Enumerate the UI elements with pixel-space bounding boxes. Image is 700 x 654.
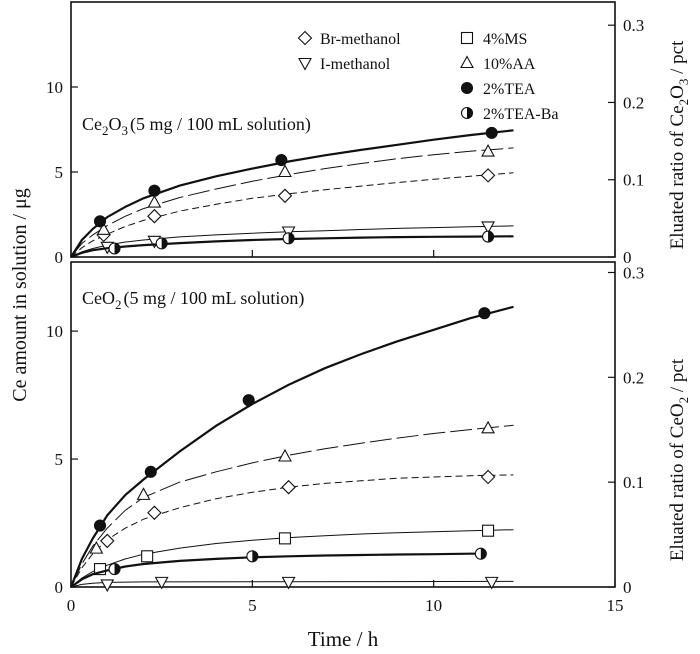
data-point-4-ms — [278, 532, 292, 545]
data-point-2-tea — [144, 465, 157, 478]
data-point-br-methanol — [480, 168, 496, 183]
legend-marker-diamond — [297, 30, 313, 46]
y-tick-label: 10 — [46, 322, 63, 341]
data-point-2-tea-ba — [108, 242, 121, 255]
x-tick-label: 10 — [425, 596, 442, 615]
data-point-2-tea — [148, 184, 161, 197]
top-panel-annotation: Ce2O3 (5 mg / 100 mL solution) — [82, 114, 311, 138]
y-tick-label: 5 — [55, 450, 64, 469]
data-point-10-aa — [278, 448, 292, 462]
y-tick-label: 10 — [46, 78, 63, 97]
data-point-2-tea-ba — [246, 550, 259, 563]
right-y-tick-label: 0 — [623, 578, 632, 597]
data-point-2-tea — [275, 154, 288, 167]
data-point-i-methanol — [100, 579, 115, 593]
x-tick-label: 15 — [607, 596, 624, 615]
legend-marker-half-circle — [460, 106, 474, 120]
series-line-2-tea-ba — [70, 552, 485, 588]
data-point-10-aa — [278, 164, 292, 178]
data-point-br-methanol — [99, 533, 115, 549]
legend-label: 10%AA — [483, 56, 536, 73]
data-point-br-methanol — [480, 469, 496, 485]
data-point-10-aa — [147, 194, 162, 208]
data-point-2-tea-ba — [474, 547, 487, 560]
data-point-2-tea-ba — [108, 563, 121, 576]
legend-marker-filled-circle — [460, 81, 474, 95]
data-point-br-methanol — [277, 188, 293, 204]
data-point-4-ms — [93, 563, 107, 576]
x-tick-label: 0 — [67, 596, 76, 615]
series-line-i-methanol — [70, 580, 514, 588]
data-point-br-methanol — [281, 479, 296, 495]
data-point-10-aa — [89, 540, 104, 554]
right-y-tick-label: 0.3 — [623, 16, 644, 35]
series-line-br-methanol — [70, 172, 514, 258]
series-line-2-tea-ba — [70, 235, 514, 259]
data-point-2-tea-ba — [155, 237, 168, 250]
legend-marker-square — [460, 31, 474, 45]
legend: Br-methanol I-methanol 4%MS 10%AA 2%TEA … — [297, 30, 559, 123]
right-y-tick-label: 0.2 — [623, 93, 644, 112]
data-point-br-methanol — [147, 505, 162, 521]
data-point-4-ms — [482, 524, 495, 537]
data-point-10-aa — [481, 420, 495, 434]
legend-item-4ms: 4%MS — [460, 31, 527, 48]
x-axis-label: Time / h — [308, 627, 379, 651]
legend-label: 2%TEA — [483, 81, 536, 98]
data-point-i-methanol — [481, 221, 495, 235]
right-y-tick-label: 0.1 — [623, 171, 644, 190]
top-panel-frame — [70, 1, 616, 258]
legend-item-2tea-ba: 2%TEA-Ba — [460, 106, 559, 123]
bottom-panel-annotation: CeO2 (5 mg / 100 mL solution) — [82, 288, 304, 312]
legend-label: 4%MS — [483, 31, 527, 48]
data-point-2-tea — [93, 215, 107, 228]
right-y-tick-label: 0.3 — [623, 263, 644, 282]
right-y-tick-label: 0.2 — [623, 368, 644, 387]
legend-item-i-methanol: I-methanol — [298, 56, 391, 73]
data-point-i-methanol — [154, 576, 169, 590]
data-point-10-aa — [481, 143, 495, 157]
y-axis-label: Ce amount in solution / μg — [9, 188, 31, 402]
series-line-10-aa — [70, 424, 514, 588]
data-point-4-ms — [141, 550, 154, 563]
data-point-i-methanol — [281, 576, 296, 590]
y-tick-label: 0 — [55, 578, 64, 597]
legend-item-2tea: 2%TEA — [460, 81, 536, 98]
data-point-2-tea-ba — [482, 230, 495, 243]
legend-label: I-methanol — [320, 56, 391, 73]
x-tick-label: 5 — [248, 596, 257, 615]
series-line-i-methanol — [70, 225, 514, 258]
bottom-right-axis-label: Eluated ratio of CeO2 / pct — [667, 358, 691, 561]
right-y-tick-label: 0 — [623, 248, 632, 267]
top-right-axis-label: Eluated ratio of Ce2O3 / pct — [667, 40, 691, 249]
legend-label: Br-methanol — [320, 31, 401, 48]
data-point-2-tea — [478, 307, 491, 320]
y-tick-label: 5 — [55, 163, 64, 182]
legend-label: 2%TEA-Ba — [483, 106, 559, 123]
legend-item-br-methanol: Br-methanol — [297, 30, 401, 48]
data-point-2-tea — [242, 394, 255, 407]
bottom-panel-frame — [70, 261, 616, 588]
data-point-2-tea — [93, 519, 107, 532]
data-point-2-tea — [485, 126, 498, 139]
series-line-br-methanol — [70, 474, 514, 588]
data-point-10-aa — [96, 222, 111, 235]
series-line-2-tea — [69, 305, 514, 588]
data-point-10-aa — [136, 487, 151, 500]
data-point-br-methanol — [147, 208, 162, 224]
legend-marker-triangle-down — [298, 57, 312, 71]
data-point-2-tea-ba — [282, 232, 295, 245]
data-point-i-methanol — [484, 576, 499, 590]
legend-item-10aa: 10%AA — [460, 55, 536, 73]
legend-marker-triangle-up — [460, 55, 474, 69]
right-y-tick-label: 0.1 — [623, 473, 644, 492]
y-tick-label: 0 — [55, 248, 64, 267]
